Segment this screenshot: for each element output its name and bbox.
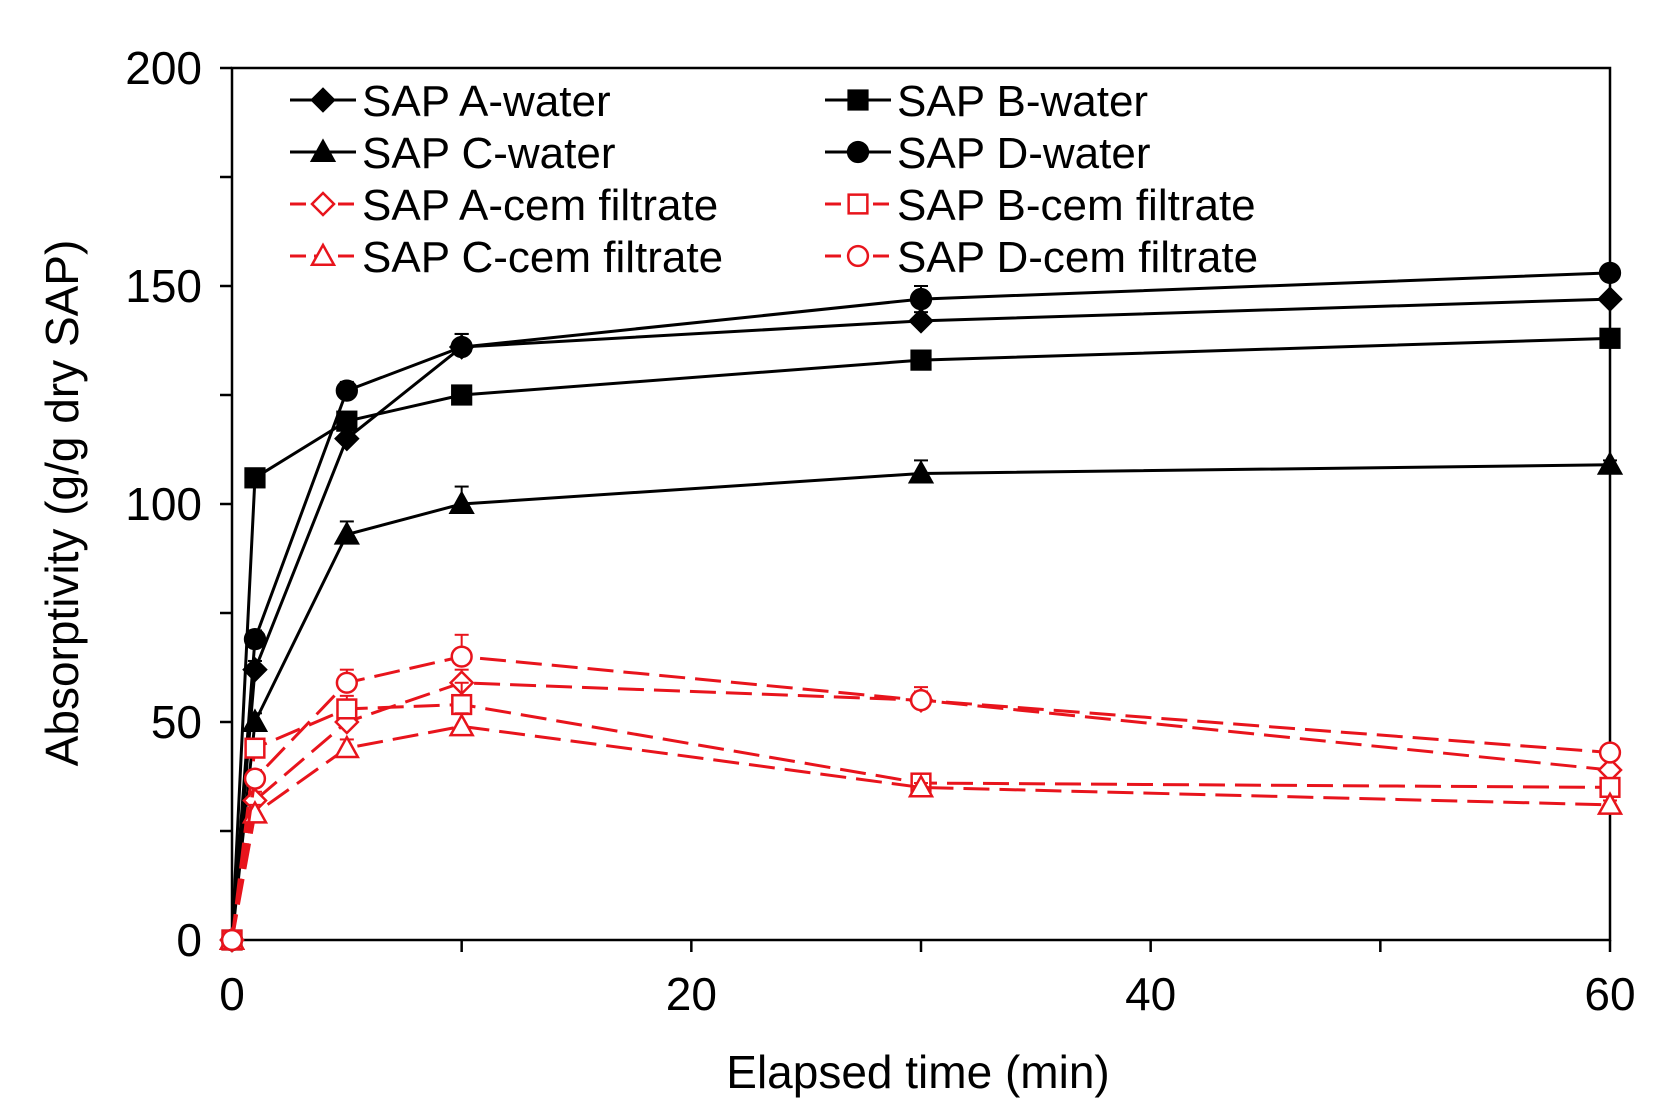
legend-item: SAP A-water — [290, 77, 611, 126]
x-tick-label: 20 — [666, 968, 717, 1020]
data-point-circle — [1598, 261, 1622, 285]
data-point-square — [336, 698, 358, 720]
legend-item: SAP C-cem filtrate — [290, 233, 723, 282]
series-line — [230, 655, 1611, 941]
legend: SAP A-water SAP B-water SAP C-water SAP D-w… — [290, 77, 1258, 282]
data-point-triangle — [1596, 791, 1624, 815]
legend-item: SAP B-water — [825, 77, 1148, 126]
legend-item: SAP C-water — [290, 129, 616, 178]
data-point-diamond — [1597, 286, 1623, 312]
axis-ticks: 0 20 40 60 0 50 100 150 200 — [125, 42, 1635, 1020]
data-point-triangle — [333, 520, 360, 545]
data-point-diamond — [310, 191, 336, 217]
data-point-triangle — [309, 138, 337, 163]
data-point-square — [244, 737, 266, 759]
legend-label: SAP B-water — [897, 77, 1148, 126]
data-point-circle — [243, 767, 267, 790]
legend-item: SAP A-cem filtrate — [290, 181, 718, 230]
y-tick-label: 100 — [125, 478, 202, 530]
data-point-circle — [1598, 741, 1622, 764]
legend-label: SAP D-water — [897, 129, 1151, 178]
data-point-circle — [335, 379, 358, 402]
x-tick-label: 40 — [1125, 968, 1176, 1020]
series-sap-c-cem-filtrate — [218, 712, 1624, 951]
y-tick-label: 150 — [125, 260, 202, 312]
legend-label: SAP A-cem filtrate — [362, 181, 718, 230]
series-line — [230, 271, 1611, 941]
data-point-square — [244, 467, 266, 489]
x-tick-label: 60 — [1584, 968, 1635, 1020]
series-sap-b-water — [221, 327, 1621, 951]
data-point-circle — [335, 671, 358, 694]
legend-label: SAP B-cem filtrate — [897, 181, 1256, 230]
legend-label: SAP C-cem filtrate — [362, 233, 723, 282]
data-point-square — [336, 410, 358, 432]
series-sap-b-cem-filtrate — [221, 681, 1621, 951]
series-sap-a-cem-filtrate — [219, 668, 1623, 953]
data-point-square — [451, 693, 473, 716]
series-line — [230, 336, 1611, 941]
data-point-circle — [220, 928, 244, 952]
legend-item: SAP D-water — [825, 129, 1151, 178]
data-point-square — [1599, 327, 1621, 349]
data-point-square — [847, 89, 869, 111]
data-point-diamond — [908, 308, 934, 334]
series-line — [230, 297, 1611, 941]
data-point-circle — [450, 645, 473, 668]
series-line — [230, 681, 1611, 941]
data-point-diamond — [242, 656, 268, 683]
data-point-square — [910, 349, 932, 371]
data-point-circle — [846, 140, 870, 164]
y-tick-label: 50 — [151, 696, 202, 748]
data-point-triangle — [333, 734, 360, 759]
data-point-diamond — [334, 425, 360, 452]
data-point-circle — [243, 628, 267, 651]
data-point-triangle — [448, 712, 475, 737]
y-tick-label: 0 — [176, 914, 202, 966]
series-sap-d-cem-filtrate — [220, 633, 1622, 952]
series-line — [230, 724, 1611, 941]
legend-label: SAP C-water — [362, 129, 616, 178]
data-point-square — [847, 193, 869, 215]
data-point-circle — [846, 244, 870, 268]
series-line — [230, 703, 1611, 941]
data-point-diamond — [310, 87, 336, 113]
data-point-triangle — [448, 490, 475, 515]
data-point-triangle — [907, 773, 935, 798]
data-series — [218, 261, 1624, 953]
data-point-circle — [450, 335, 473, 359]
x-axis-label: Elapsed time (min) — [726, 1046, 1109, 1098]
data-point-triangle — [309, 242, 337, 267]
data-point-circle — [909, 689, 933, 712]
data-point-circle — [909, 287, 933, 311]
series-sap-a-water — [219, 286, 1623, 953]
data-point-triangle — [907, 459, 935, 484]
data-point-square — [451, 384, 473, 406]
legend-label: SAP A-water — [362, 77, 611, 126]
legend-item: SAP D-cem filtrate — [825, 233, 1258, 282]
y-tick-label: 200 — [125, 42, 202, 94]
x-tick-label: 0 — [219, 968, 245, 1020]
legend-item: SAP B-cem filtrate — [825, 181, 1256, 230]
y-axis-label: Absorptivity (g/g dry SAP) — [36, 240, 88, 767]
data-point-triangle — [1596, 451, 1624, 475]
legend-label: SAP D-cem filtrate — [897, 233, 1258, 282]
